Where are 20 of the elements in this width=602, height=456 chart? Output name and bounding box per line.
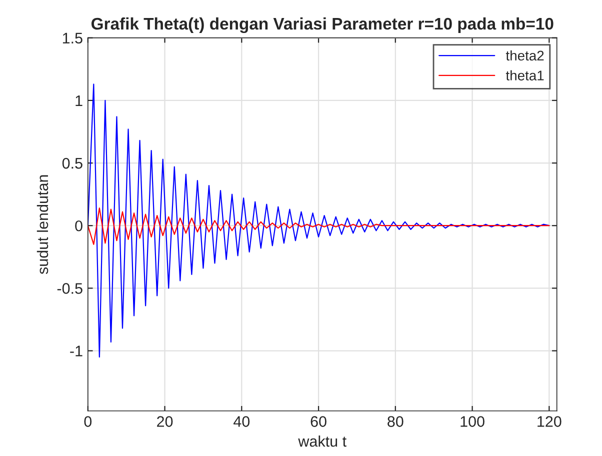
y-tick-label: 1.5 [62, 32, 82, 44]
chart-title: Grafik Theta(t) dengan Variasi Parameter r=10 pada mb=10 [91, 17, 554, 34]
line-series [88, 208, 550, 245]
x-tick-label: 0 [84, 416, 92, 427]
x-tick-label: 60 [310, 416, 326, 427]
y-tick-label: 0.5 [62, 158, 82, 169]
y-tick-label: 1 [76, 95, 82, 106]
y-tick-label: 0 [75, 220, 82, 232]
x-axis-title: waktu t [298, 436, 346, 447]
y-axis-title: sudut lendutan [36, 175, 48, 274]
x-tick-label: 100 [460, 416, 484, 427]
x-tick-label: 120 [538, 416, 562, 427]
legend-label: theta2 [506, 50, 544, 61]
y-tick-label: -0.5 [57, 283, 82, 294]
x-tick-label: 80 [388, 416, 404, 427]
legend-label: theta1 [506, 70, 544, 80]
line-series [88, 84, 550, 358]
y-tick-label: -1 [70, 346, 82, 356]
x-tick-label: 40 [234, 416, 250, 427]
x-tick-label: 20 [157, 416, 173, 427]
